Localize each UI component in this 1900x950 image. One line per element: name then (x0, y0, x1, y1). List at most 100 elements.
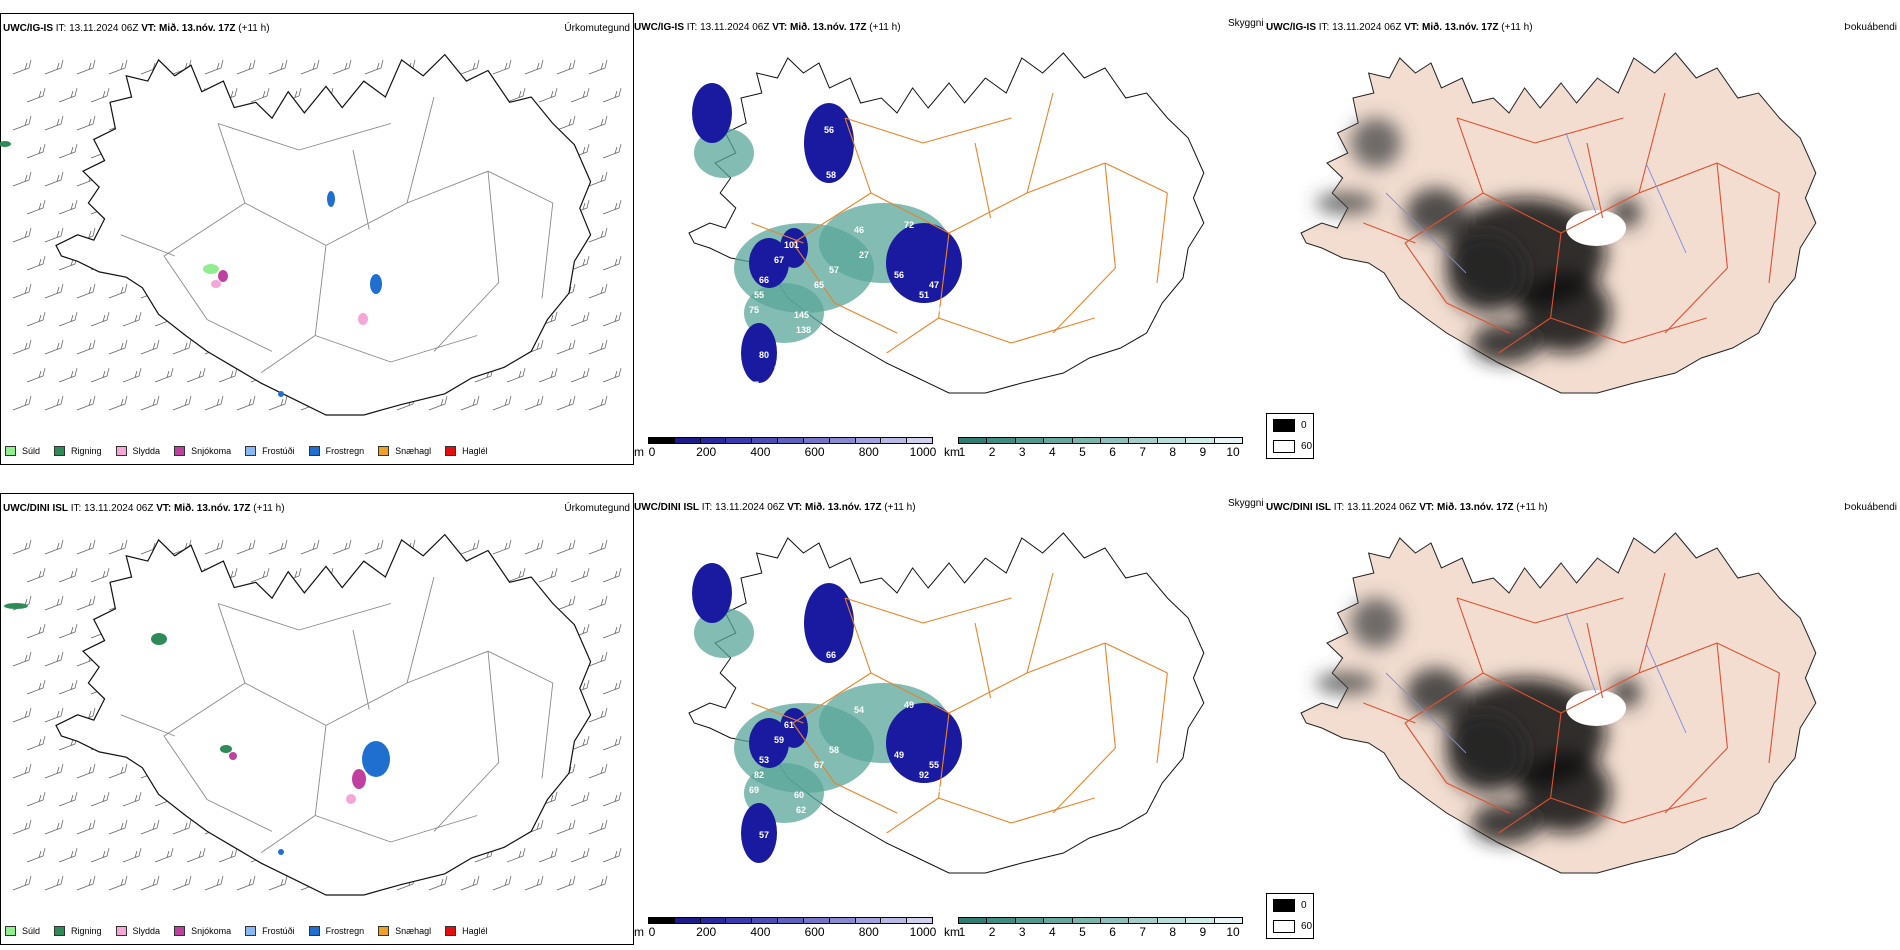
iceland-fog-map (1300, 532, 1817, 874)
wind-barb (588, 595, 608, 611)
colorbar-tick-label: 8 (1169, 925, 1177, 939)
colorbar-bin (674, 918, 701, 923)
legend-item: Súld (5, 924, 40, 938)
colorbar-tick-label: 10 (1226, 925, 1240, 939)
visibility-value-label: 32 (744, 175, 754, 185)
wind-barb (492, 395, 512, 411)
colorbar-tick-label: 600 (804, 925, 825, 939)
legend-swatch (308, 926, 320, 936)
wind-barb (44, 707, 64, 723)
wind-barb (588, 819, 608, 835)
visibility-value-label: 58 (829, 745, 839, 755)
colorbar-bin (829, 918, 856, 923)
road-line (298, 123, 391, 151)
fog-swatch-dark (1273, 899, 1295, 912)
precip-area (4, 603, 28, 609)
road-line (974, 142, 992, 219)
road-line (163, 682, 246, 737)
wind-barb (364, 59, 384, 75)
wind-barb (90, 847, 110, 863)
legend-label: Haglél (462, 446, 488, 456)
colorbar-tick-label: 4 (1048, 925, 1056, 939)
road-line (217, 603, 246, 684)
wind-barb (76, 395, 96, 411)
colorbar-strip (958, 917, 1243, 924)
wind-barb (570, 567, 590, 583)
road-line (1586, 622, 1604, 699)
colorbar-strip (648, 917, 933, 924)
road-line (314, 245, 327, 336)
wind-barb (236, 539, 256, 555)
wind-barb (524, 59, 544, 75)
wind-barb (186, 847, 206, 863)
wind-barb (122, 311, 142, 327)
road-line (974, 622, 992, 699)
panel-title: Úrkomutegund (564, 23, 630, 34)
road-line (1664, 747, 1728, 814)
wind-barb (108, 875, 128, 891)
legend-swatch (308, 446, 320, 456)
visibility-value-label: 59 (774, 735, 784, 745)
precip-type-legend: Súld Rigning Slydda Snjókoma Frostúði Frostre… (5, 444, 502, 458)
wind-barb (570, 791, 590, 807)
colorbar-bin (1129, 438, 1158, 443)
road-line (325, 682, 408, 726)
wind-barb (524, 395, 544, 411)
road-line (844, 117, 924, 144)
visibility-value-label: 138 (796, 325, 811, 335)
road-line (352, 629, 370, 710)
colorbar-bin (1129, 918, 1158, 923)
road-line (1638, 642, 1718, 674)
colorbar-bin (752, 918, 779, 923)
road-line (922, 117, 1012, 144)
wind-barb (588, 539, 608, 555)
legend-label: Súld (22, 446, 41, 456)
wind-barb (44, 539, 64, 555)
road-line (1586, 142, 1604, 219)
legend-label: Rigning (71, 926, 102, 936)
colorbar-bin (1157, 438, 1187, 443)
road-line (1052, 267, 1116, 334)
colorbar-bin (855, 438, 882, 443)
colorbar-bin (649, 918, 675, 923)
precip-area (346, 794, 356, 804)
road-line (1638, 162, 1718, 194)
legend-swatch (115, 926, 127, 936)
colorbar-tick-label: 3 (1018, 445, 1026, 459)
road-line (1560, 672, 1640, 714)
wind-barb (26, 311, 46, 327)
wind-barb (108, 819, 128, 835)
road-line (244, 202, 327, 246)
colorbar-tick-label: 10 (1226, 445, 1240, 459)
road-line (406, 170, 489, 204)
wind-barb (556, 595, 576, 611)
visibility-value-label: 72 (904, 220, 914, 230)
wind-barb (172, 395, 192, 411)
wind-barb (570, 311, 590, 327)
precip-area (0, 141, 11, 147)
colorbar-tick-label: 7 (1139, 445, 1146, 459)
road-line (1104, 162, 1116, 269)
colorbar-bin (959, 918, 988, 923)
precip-area (211, 280, 221, 288)
wind-barb (90, 791, 110, 807)
wind-barb (44, 227, 64, 243)
visibility-value-label: 47 (929, 280, 939, 290)
visibility-km-colorbar: km 1 2 3 4 5 6 7 8 9 10 (944, 437, 1249, 461)
fog-index-field (1316, 598, 1641, 843)
road-line (1404, 192, 1484, 244)
road-line (751, 222, 804, 244)
colorbar-tick-label: 6 (1109, 925, 1116, 939)
road-line (163, 202, 246, 257)
legend-swatch (115, 446, 127, 456)
legend-swatch (378, 926, 390, 936)
colorbar-tick-label: 1 (958, 925, 966, 939)
wind-barb (26, 791, 46, 807)
wind-barb (26, 847, 46, 863)
river-line (1385, 672, 1467, 754)
colorbar-tick-label: 7 (1139, 925, 1146, 939)
wind-barb (58, 367, 78, 383)
road-line (1363, 702, 1416, 724)
visibility-value-label: 56 (894, 270, 904, 280)
colorbar-tick-label: 200 (696, 925, 717, 939)
